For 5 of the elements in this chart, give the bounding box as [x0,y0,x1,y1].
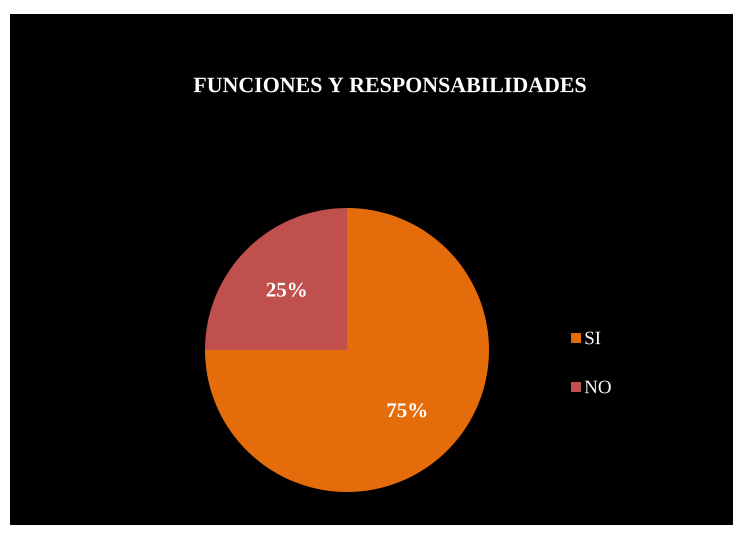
data-label: 25% [266,282,306,297]
chart-title: FUNCIONES Y RESPONSABILIDADES [194,78,586,92]
data-label: 75% [388,403,426,418]
legend-label: SI [585,332,600,344]
legend-label: NO [584,380,611,394]
